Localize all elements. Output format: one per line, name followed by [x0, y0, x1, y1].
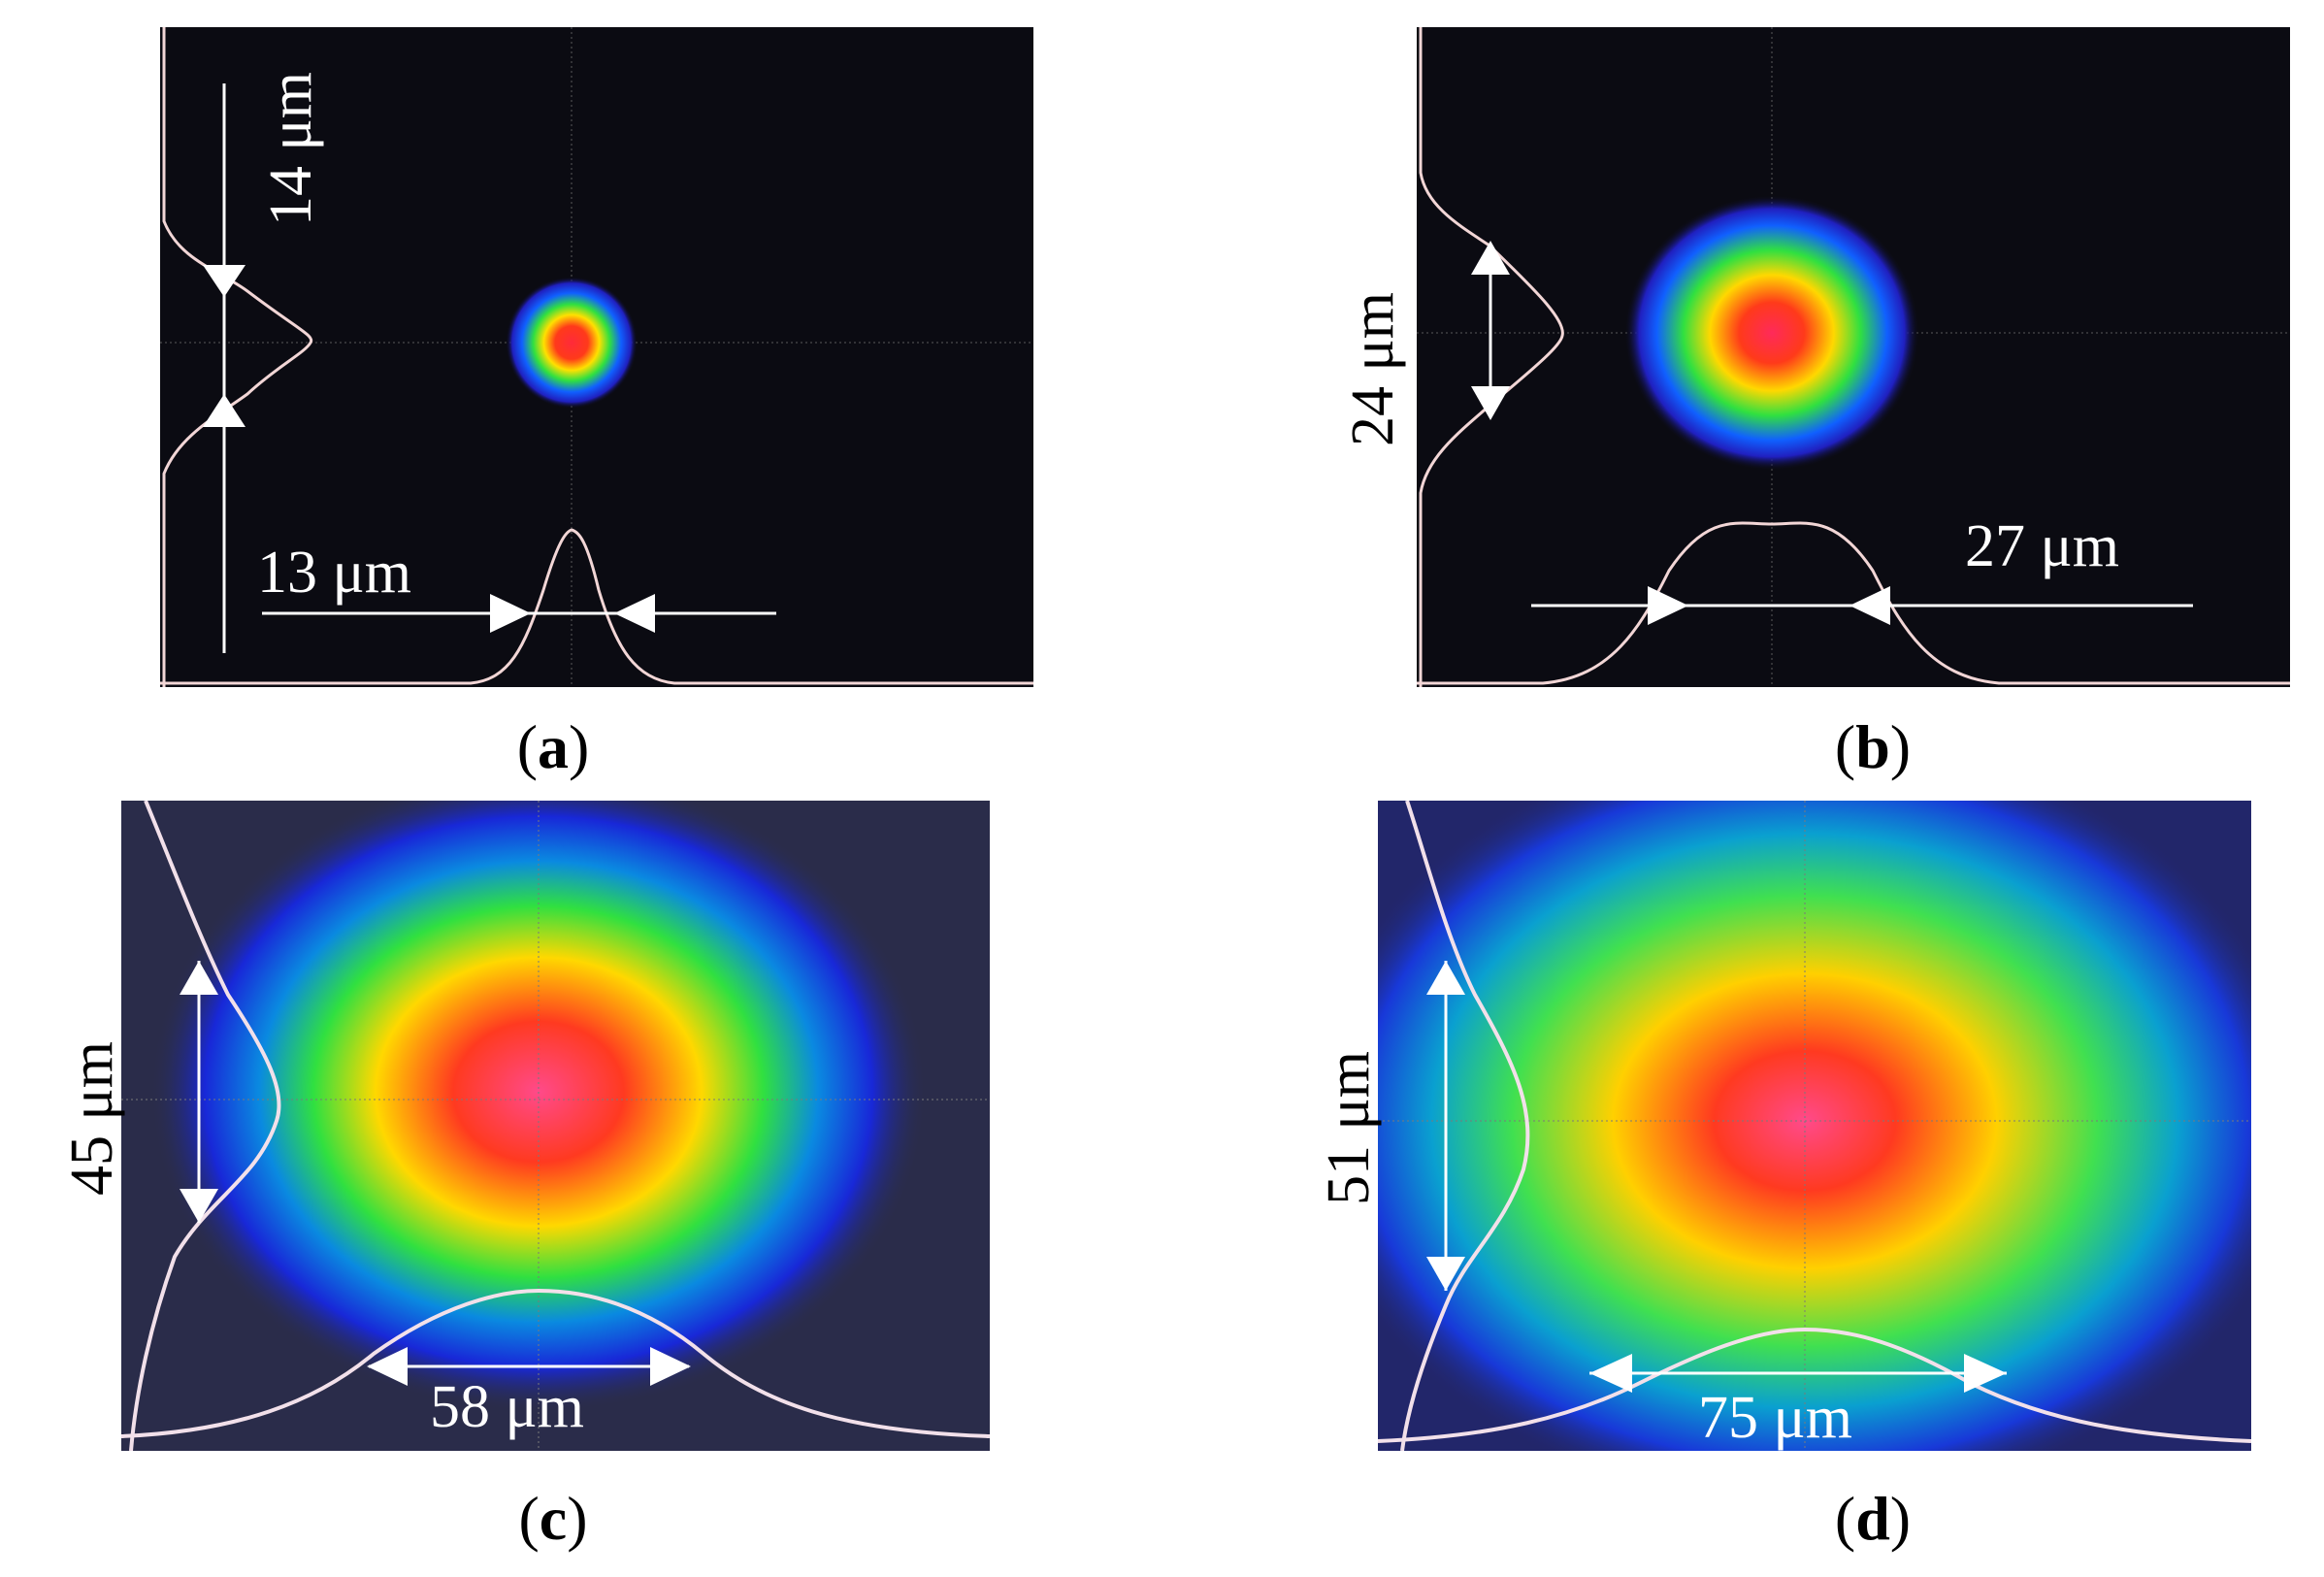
vertical-size-label-c: 45 μm [24, 970, 131, 1203]
arrow-down-icon [203, 265, 245, 297]
panel-b: 27 μm [1417, 27, 2290, 687]
vertical-size-label-b: 24 μm [1300, 221, 1417, 454]
caption-a: (a) [516, 712, 590, 781]
svg-text:45 μm: 45 μm [59, 1041, 125, 1196]
arrow-up-icon [180, 961, 218, 995]
vertical-size-label: 14 μm [258, 72, 324, 226]
horizontal-profile-curve [1417, 521, 2290, 685]
vertical-size-label-d: 51 μm [1279, 980, 1386, 1213]
beam-spot-d [1378, 801, 2251, 1451]
arrow-left-icon [1589, 1354, 1632, 1393]
arrow-up-icon [1471, 241, 1510, 275]
arrow-right-icon [490, 594, 531, 633]
arrow-left-icon [367, 1347, 408, 1386]
vertical-profile-curve [1419, 27, 1564, 687]
beam-spot-b [1624, 195, 1919, 471]
panel-c: 58 μm [121, 801, 990, 1451]
horizontal-size-label: 13 μm [257, 540, 411, 606]
svg-text:24 μm: 24 μm [1340, 292, 1406, 446]
arrow-up-icon [203, 394, 245, 427]
arrow-down-icon [180, 1189, 218, 1223]
caption-c: (c) [518, 1484, 588, 1553]
arrow-down-icon [1471, 386, 1510, 420]
arrow-right-icon [1648, 586, 1688, 625]
horizontal-size-label: 27 μm [1965, 513, 2119, 579]
horizontal-profile-curve [1378, 1327, 2251, 1443]
arrow-right-icon [650, 1347, 691, 1386]
beam-profile-image-c: 58 μm [121, 801, 990, 1451]
caption-b: (b) [1834, 712, 1912, 781]
arrow-right-icon [1964, 1354, 2007, 1393]
arrow-up-icon [1426, 961, 1465, 995]
beam-profile-image-d: 75 μm [1378, 801, 2251, 1451]
arrow-left-icon [1849, 586, 1890, 625]
horizontal-profile-curve [160, 528, 1033, 685]
horizontal-size-label: 58 μm [430, 1374, 584, 1440]
vertical-profile-curve [1400, 801, 1530, 1451]
panel-a: 14 μm 13 μm [160, 27, 1033, 687]
horizontal-profile-curve [121, 1288, 990, 1438]
svg-text:51 μm: 51 μm [1316, 1051, 1382, 1205]
arrow-left-icon [614, 594, 655, 633]
beam-profile-image-a: 14 μm 13 μm [160, 27, 1033, 687]
panel-d: 75 μm [1378, 801, 2251, 1451]
beam-spot-a [506, 277, 638, 409]
caption-d: (d) [1834, 1484, 1912, 1553]
horizontal-size-label: 75 μm [1698, 1385, 1852, 1451]
beam-spot-c [150, 801, 927, 1412]
beam-profile-image-b: 27 μm [1417, 27, 2290, 687]
arrow-down-icon [1426, 1257, 1465, 1291]
vertical-profile-curve [129, 801, 281, 1451]
